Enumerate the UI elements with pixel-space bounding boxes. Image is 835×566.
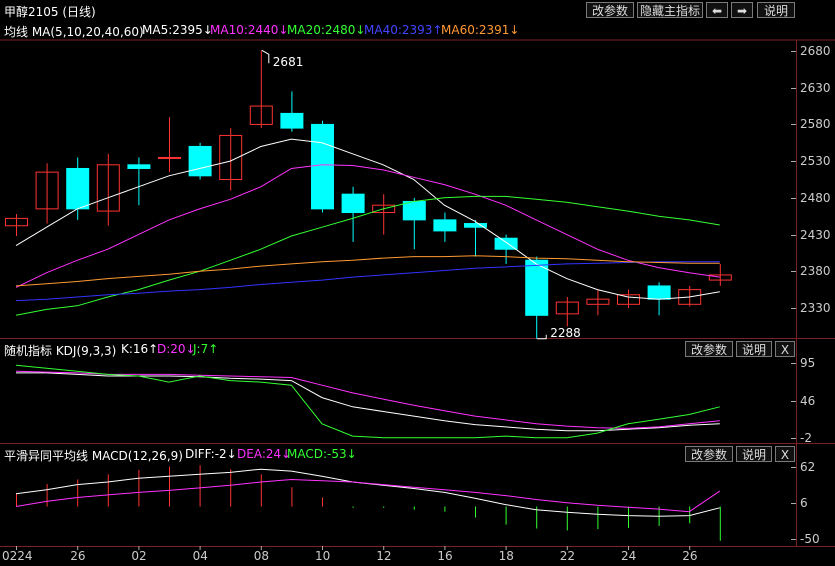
macd-macd-value: MACD:-53↓ bbox=[287, 447, 357, 461]
x-tick-label: 22 bbox=[559, 549, 576, 563]
high-marker-line bbox=[261, 49, 270, 64]
ma-header: 均线 MA(5,10,20,40,60) MA5:2395↓ MA10:2440… bbox=[0, 20, 835, 40]
macd-dea-line bbox=[15, 478, 721, 513]
y-tick-label: 2480 bbox=[800, 190, 831, 205]
y-tick-label: 2380 bbox=[800, 263, 831, 278]
x-tick-label: 08 bbox=[253, 549, 270, 563]
candle-up bbox=[219, 134, 243, 180]
candle-up bbox=[617, 294, 640, 305]
candle-up bbox=[708, 274, 732, 281]
macd-pane bbox=[15, 465, 796, 541]
macd-help-button[interactable]: 说明 bbox=[736, 446, 772, 462]
candle-up bbox=[372, 204, 396, 214]
x-tick-label: 16 bbox=[437, 549, 453, 563]
candle-up bbox=[35, 171, 59, 210]
candle-up bbox=[678, 289, 702, 305]
candle-down bbox=[66, 167, 90, 210]
x-tick-label: 02 bbox=[131, 549, 147, 563]
ma20-line bbox=[15, 195, 720, 316]
x-tick-label: 26 bbox=[70, 549, 86, 563]
kdj-j-value: J:7↑ bbox=[193, 342, 219, 356]
kdj-d-value: D:20↓ bbox=[157, 342, 196, 356]
change-params-button[interactable]: 改参数 bbox=[586, 2, 634, 18]
candle-down bbox=[188, 145, 212, 177]
ma-indicator-name: 均线 MA(5,10,20,40,60) bbox=[4, 25, 144, 39]
y-tick-label: -50 bbox=[800, 531, 820, 546]
main-price-pane bbox=[5, 49, 796, 340]
hide-main-indicator-button[interactable]: 隐藏主指标 bbox=[637, 2, 703, 18]
ma20-value: MA20:2480↓ bbox=[287, 23, 366, 37]
candle-down bbox=[127, 164, 151, 169]
macd-diff-line bbox=[15, 468, 720, 517]
kdj-pane bbox=[15, 363, 796, 439]
candle-down bbox=[464, 223, 487, 228]
x-tick-label: 26 bbox=[682, 549, 698, 563]
macd-close-button[interactable]: X bbox=[775, 446, 795, 462]
candle-down bbox=[525, 259, 549, 316]
kdj-d-line bbox=[15, 370, 720, 429]
candle-down bbox=[341, 193, 365, 214]
y-tick-label: 46 bbox=[800, 393, 816, 408]
ma10-value: MA10:2440↓ bbox=[210, 23, 289, 37]
y-tick-label: 2680 bbox=[800, 43, 831, 58]
candle-down bbox=[494, 237, 518, 250]
kdj-k-value: K:16↑ bbox=[121, 342, 159, 356]
macd-dea-value: DEA:24↓ bbox=[237, 447, 292, 461]
macd-diff-value: DIFF:-2↓ bbox=[185, 447, 237, 461]
candle-down bbox=[280, 112, 304, 129]
kdj-indicator-name: 随机指标 KDJ(9,3,3) bbox=[4, 344, 117, 358]
x-tick-label: 0224 bbox=[2, 549, 33, 563]
kdj-j-line bbox=[15, 364, 720, 439]
kdj-help-button[interactable]: 说明 bbox=[736, 341, 772, 357]
y-tick-label: 2630 bbox=[800, 80, 831, 95]
macd-change-params-button[interactable]: 改参数 bbox=[685, 446, 733, 462]
low-price-label: 2288 bbox=[550, 325, 581, 340]
y-tick-label: 62 bbox=[800, 459, 816, 474]
ma5-line bbox=[15, 138, 720, 300]
x-tick-label: 04 bbox=[192, 549, 208, 563]
ma10-line bbox=[15, 164, 720, 288]
macd-indicator-name: 平滑异同平均线 MACD(12,26,9) bbox=[4, 449, 183, 463]
chart-title: 甲醇2105 (日线) bbox=[4, 5, 96, 19]
help-button[interactable]: 说明 bbox=[757, 2, 795, 18]
y-tick-label: 2530 bbox=[800, 153, 831, 168]
prev-arrow-icon[interactable]: ⬅ bbox=[706, 2, 728, 18]
ma60-value: MA60:2391↓ bbox=[441, 23, 520, 37]
candle-down bbox=[402, 201, 426, 221]
x-tick-label: 10 bbox=[315, 549, 331, 563]
candle-up bbox=[96, 164, 120, 212]
next-arrow-icon[interactable]: ➡ bbox=[731, 2, 753, 18]
y-tick-label: 2330 bbox=[800, 300, 831, 315]
candle-up bbox=[555, 301, 579, 315]
ma5-value: MA5:2395↓ bbox=[142, 23, 213, 37]
candle-up bbox=[5, 217, 28, 227]
kdj-k-line bbox=[16, 372, 720, 432]
candle-up bbox=[249, 105, 273, 125]
candle-down bbox=[647, 285, 671, 300]
ma40-line bbox=[15, 261, 720, 302]
y-tick-label: 95 bbox=[800, 355, 816, 370]
y-tick-label: 2430 bbox=[800, 227, 831, 242]
candle-up bbox=[586, 298, 610, 305]
x-tick-label: 18 bbox=[498, 549, 514, 563]
x-tick-label: 24 bbox=[621, 549, 637, 563]
candle-down bbox=[311, 123, 334, 210]
top-bar: 甲醇2105 (日线) 改参数 隐藏主指标 ⬅ ➡ 说明 bbox=[0, 0, 835, 20]
candle-up bbox=[158, 156, 181, 159]
kdj-header: 随机指标 KDJ(9,3,3) K:16↑ D:20↓ J:7↑ 改参数 说明 … bbox=[0, 339, 835, 359]
y-tick-label: 6 bbox=[800, 495, 808, 510]
kdj-change-params-button[interactable]: 改参数 bbox=[685, 341, 733, 357]
ma60-line bbox=[15, 255, 720, 287]
candle-down bbox=[433, 219, 457, 232]
y-tick-label: -2 bbox=[800, 430, 812, 445]
kdj-close-button[interactable]: X bbox=[775, 341, 795, 357]
x-tick-label: 12 bbox=[376, 549, 392, 563]
macd-header: 平滑异同平均线 MACD(12,26,9) DIFF:-2↓ DEA:24↓ M… bbox=[0, 444, 835, 464]
ma40-value: MA40:2393↑ bbox=[364, 23, 443, 37]
high-price-label: 2681 bbox=[272, 55, 304, 70]
y-tick-label: 2580 bbox=[800, 116, 831, 131]
